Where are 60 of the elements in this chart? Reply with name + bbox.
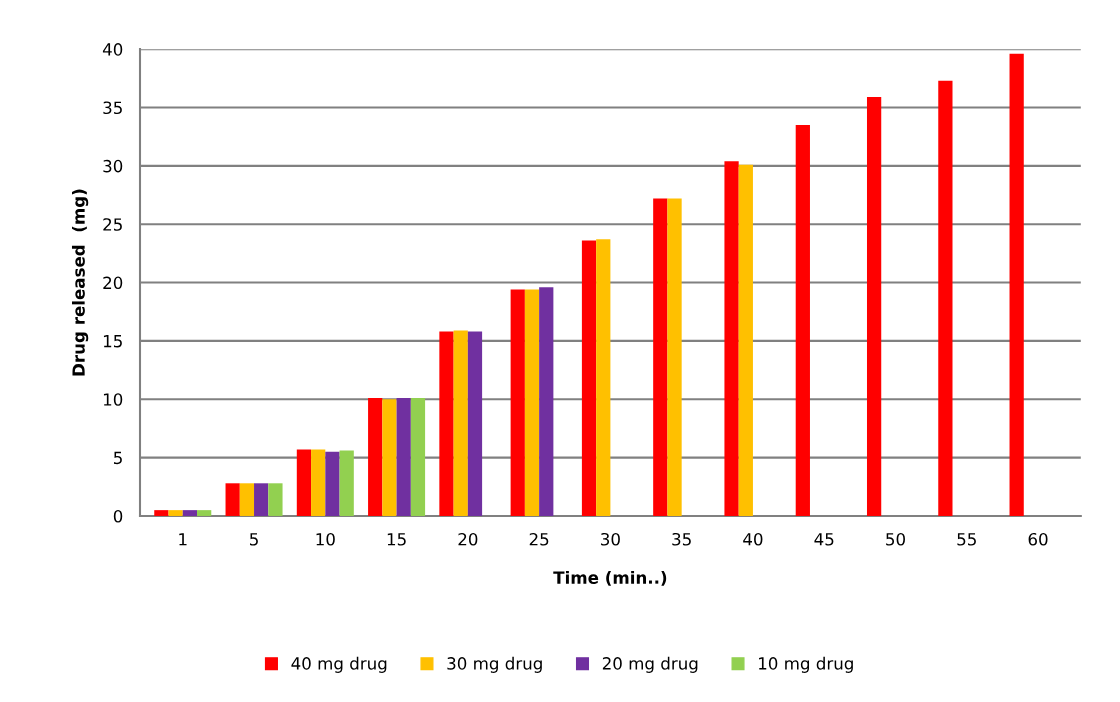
x-tick-label: 5 xyxy=(250,533,258,546)
bar xyxy=(197,510,212,516)
x-tick-label: 45 xyxy=(814,533,834,546)
bar xyxy=(524,289,540,516)
y-tick-label: 30 xyxy=(103,159,123,173)
bar xyxy=(724,161,739,516)
bar xyxy=(239,483,255,516)
y-tick-label: 15 xyxy=(103,335,122,348)
bar xyxy=(368,398,383,516)
y-tick-label: 20 xyxy=(103,276,123,290)
bar xyxy=(396,398,411,516)
bar xyxy=(339,450,354,516)
y-tick-label: 25 xyxy=(103,218,122,231)
x-tick-label: 25 xyxy=(529,532,549,546)
bar xyxy=(168,510,183,516)
bar xyxy=(667,198,682,516)
x-tick-label: 40 xyxy=(743,532,763,546)
bar xyxy=(795,125,810,516)
legend-label: 30 mg drug xyxy=(447,656,542,673)
bar xyxy=(653,198,668,516)
bar xyxy=(938,80,953,516)
x-tick-label: 1 xyxy=(179,533,187,546)
y-tick-label: 5 xyxy=(114,451,122,465)
x-tick-label: 60 xyxy=(1028,532,1048,546)
legend-label: 10 mg drug xyxy=(759,656,853,673)
y-tick-label: 35 xyxy=(103,101,122,115)
bar xyxy=(596,239,611,516)
bar xyxy=(410,398,426,516)
y-axis-title: Drug released (mg) xyxy=(71,189,89,376)
x-tick-label: 35 xyxy=(672,532,691,546)
bar xyxy=(467,331,483,516)
bar xyxy=(510,289,525,516)
bar xyxy=(311,449,326,516)
bar xyxy=(182,510,198,516)
bar xyxy=(581,240,597,516)
bar xyxy=(1009,53,1024,516)
bar xyxy=(225,483,240,516)
x-tick-label: 10 xyxy=(316,532,335,546)
x-tick-label: 20 xyxy=(458,532,478,546)
bar xyxy=(866,96,882,516)
bar xyxy=(296,449,312,516)
x-axis-title: Time (min..) xyxy=(553,570,667,586)
bar xyxy=(539,287,554,516)
bar xyxy=(154,510,169,516)
y-tick-label: 0 xyxy=(113,509,123,523)
x-tick-label: 55 xyxy=(957,533,976,546)
bar xyxy=(439,331,454,516)
x-tick-label: 50 xyxy=(886,532,905,546)
x-tick-label: 15 xyxy=(387,533,406,546)
y-tick-label: 10 xyxy=(103,393,123,406)
bar xyxy=(254,483,269,516)
bar xyxy=(453,330,468,516)
bar xyxy=(738,164,753,516)
x-tick-label: 30 xyxy=(601,532,620,546)
y-tick-label: 40 xyxy=(102,43,123,56)
bar xyxy=(268,483,283,516)
legend-label: 40 mg drug xyxy=(291,656,387,673)
bar xyxy=(382,399,397,516)
legend-label: 20 mg drug xyxy=(602,656,698,673)
bar xyxy=(325,451,340,516)
